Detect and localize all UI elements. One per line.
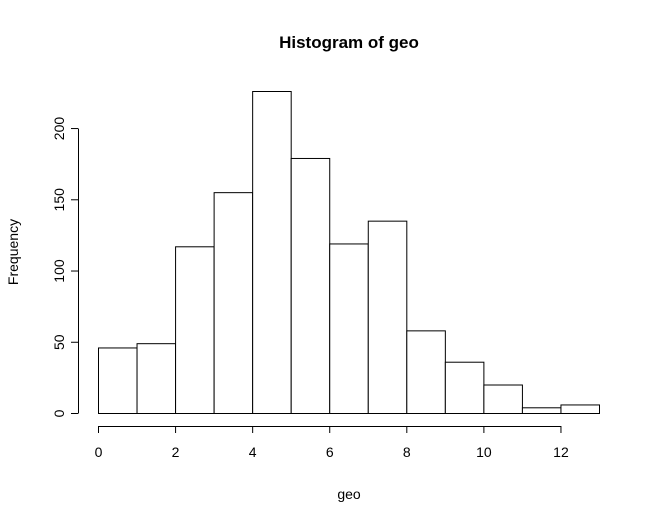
x-tick-label: 12 xyxy=(553,444,569,460)
y-tick-label: 0 xyxy=(51,409,67,417)
x-tick-label: 0 xyxy=(95,444,103,460)
y-axis: 0 50 100 150 200 xyxy=(51,117,79,417)
histogram-bar-5 xyxy=(290,157,331,414)
x-axis: 0 2 4 6 8 10 12 xyxy=(95,426,569,460)
x-tick-label: 6 xyxy=(326,444,334,460)
y-tick-label: 100 xyxy=(51,259,67,283)
histogram-bar-10 xyxy=(483,384,523,414)
x-tick-label: 4 xyxy=(249,444,257,460)
x-tick-label: 8 xyxy=(403,444,411,460)
x-tick-label: 2 xyxy=(172,444,180,460)
histogram-bar-4 xyxy=(252,91,292,414)
histogram-bar-8 xyxy=(406,330,446,414)
histogram-bar-7 xyxy=(367,220,408,414)
x-axis-title: geo xyxy=(337,486,361,502)
bars-group xyxy=(98,91,601,415)
histogram-bar-11 xyxy=(521,407,562,414)
y-tick-label: 200 xyxy=(51,117,67,141)
histogram-bar-3 xyxy=(213,192,254,414)
x-tick-label: 10 xyxy=(476,444,492,460)
histogram-bar-9 xyxy=(444,361,485,415)
histogram-bar-1 xyxy=(136,343,177,415)
histogram-bar-0 xyxy=(98,347,138,414)
histogram-bar-12 xyxy=(560,404,601,414)
y-tick-label: 150 xyxy=(51,188,67,212)
histogram-bar-2 xyxy=(175,246,215,414)
histogram-bar-6 xyxy=(329,243,369,414)
y-tick-label: 50 xyxy=(51,334,67,350)
chart-title: Histogram of geo xyxy=(279,33,419,52)
y-axis-title: Frequency xyxy=(5,219,21,285)
